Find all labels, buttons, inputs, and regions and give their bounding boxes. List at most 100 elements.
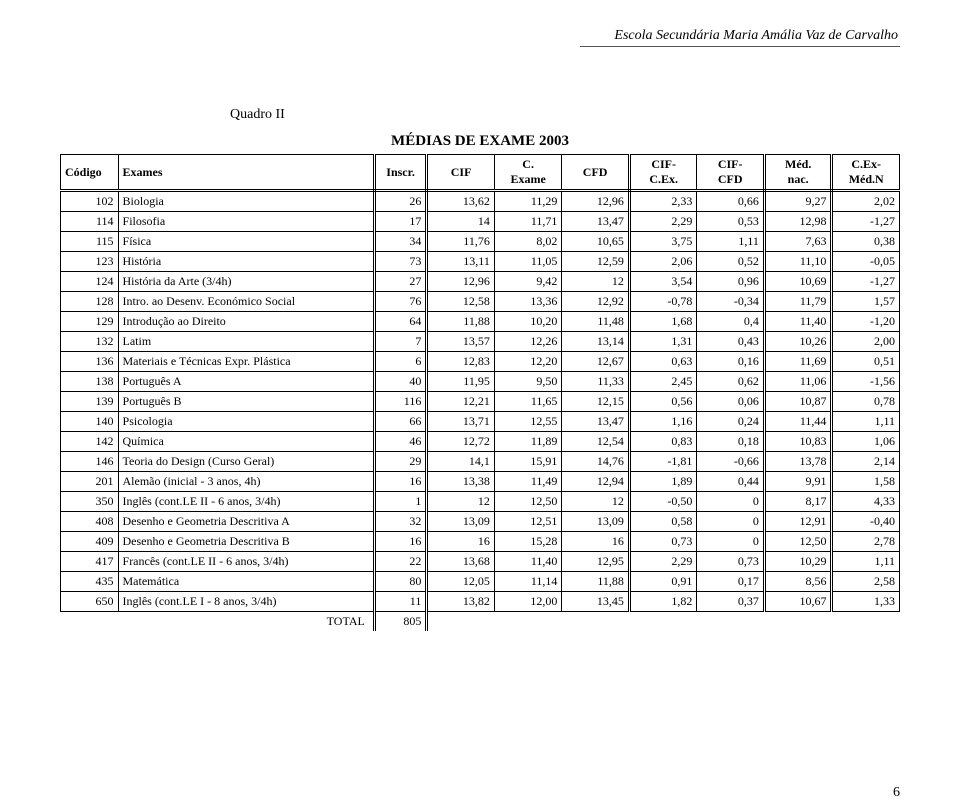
cell-cfd: 11,33 (562, 372, 630, 392)
cell-cif-cfd: 0,96 (697, 272, 765, 292)
cell-cif-cfd: 0,4 (697, 312, 765, 332)
cell-inscr: 16 (374, 532, 427, 552)
cell-cif-cfd: 0,06 (697, 392, 765, 412)
cell-codigo: 139 (61, 392, 119, 412)
cell-cexmedn: 1,58 (832, 472, 900, 492)
cell-codigo: 435 (61, 572, 119, 592)
cell-inscr: 1 (374, 492, 427, 512)
cell-exame: Português B (118, 392, 374, 412)
cell-mednac: 10,26 (764, 332, 832, 352)
cell-cif: 12,58 (427, 292, 495, 312)
cell-cexame: 11,29 (494, 191, 562, 212)
cell-cif-cex: 0,63 (629, 352, 697, 372)
table-row: 350Inglês (cont.LE II - 6 anos, 3/4h)112… (61, 492, 900, 512)
cell-cif: 12,83 (427, 352, 495, 372)
cell-mednac: 12,98 (764, 212, 832, 232)
table-row: 132Latim713,5712,2613,141,310,4310,262,0… (61, 332, 900, 352)
cell-mednac: 12,91 (764, 512, 832, 532)
cell-inscr: 66 (374, 412, 427, 432)
cell-cif: 12,05 (427, 572, 495, 592)
th-inscr: Inscr. (374, 155, 427, 191)
cell-cfd: 11,88 (562, 572, 630, 592)
cell-cif-cfd: 0,16 (697, 352, 765, 372)
cell-cif: 12,21 (427, 392, 495, 412)
cell-cif-cex: 0,58 (629, 512, 697, 532)
cell-codigo: 138 (61, 372, 119, 392)
cell-mednac: 9,91 (764, 472, 832, 492)
cell-cexame: 10,20 (494, 312, 562, 332)
cell-cfd: 12,54 (562, 432, 630, 452)
cell-cif-cex: 2,06 (629, 252, 697, 272)
cell-cexame: 8,02 (494, 232, 562, 252)
cell-cif-cex: 3,54 (629, 272, 697, 292)
cell-cif: 13,09 (427, 512, 495, 532)
cell-cexmedn: 0,51 (832, 352, 900, 372)
cell-cexmedn: 1,57 (832, 292, 900, 312)
cell-codigo: 650 (61, 592, 119, 612)
th-cfd: CFD (562, 155, 630, 191)
cell-exame: Inglês (cont.LE I - 8 anos, 3/4h) (118, 592, 374, 612)
cell-cif: 13,62 (427, 191, 495, 212)
cell-cif-cfd: 0,37 (697, 592, 765, 612)
cell-codigo: 136 (61, 352, 119, 372)
cell-cexmedn: 0,38 (832, 232, 900, 252)
cell-cif-cex: 1,31 (629, 332, 697, 352)
cell-mednac: 11,79 (764, 292, 832, 312)
table-row: 417Francês (cont.LE II - 6 anos, 3/4h)22… (61, 552, 900, 572)
cell-cexmedn: -1,20 (832, 312, 900, 332)
cell-mednac: 11,10 (764, 252, 832, 272)
table-row: 409Desenho e Geometria Descritiva B16161… (61, 532, 900, 552)
cell-cexmedn: -1,27 (832, 272, 900, 292)
cell-inscr: 16 (374, 472, 427, 492)
cell-inscr: 32 (374, 512, 427, 532)
cell-codigo: 417 (61, 552, 119, 572)
table-row: 102Biologia2613,6211,2912,962,330,669,27… (61, 191, 900, 212)
cell-cif-cfd: 0,18 (697, 432, 765, 452)
cell-codigo: 102 (61, 191, 119, 212)
total-label: TOTAL (118, 612, 374, 632)
school-underline (580, 46, 900, 47)
cell-cexmedn: 1,11 (832, 552, 900, 572)
cell-cif-cex: 0,83 (629, 432, 697, 452)
cell-cif-cfd: 1,11 (697, 232, 765, 252)
cell-cfd: 12,96 (562, 191, 630, 212)
cell-codigo: 409 (61, 532, 119, 552)
cell-cexame: 12,20 (494, 352, 562, 372)
exam-means-table: Código Exames Inscr. CIF C. Exame CFD CI… (60, 154, 900, 631)
cell-cexame: 13,36 (494, 292, 562, 312)
cell-codigo: 115 (61, 232, 119, 252)
cell-exame: Química (118, 432, 374, 452)
cell-cif: 13,71 (427, 412, 495, 432)
table-row: 139Português B11612,2111,6512,150,560,06… (61, 392, 900, 412)
table-row: 138Português A4011,959,5011,332,450,6211… (61, 372, 900, 392)
cell-cexame: 11,05 (494, 252, 562, 272)
cell-codigo: 128 (61, 292, 119, 312)
cell-cexame: 11,40 (494, 552, 562, 572)
cell-exame: Francês (cont.LE II - 6 anos, 3/4h) (118, 552, 374, 572)
cell-cfd: 13,09 (562, 512, 630, 532)
cell-exame: Desenho e Geometria Descritiva B (118, 532, 374, 552)
cell-cfd: 12 (562, 272, 630, 292)
cell-cif: 14,1 (427, 452, 495, 472)
cell-mednac: 8,56 (764, 572, 832, 592)
cell-mednac: 10,83 (764, 432, 832, 452)
cell-cif: 16 (427, 532, 495, 552)
cell-inscr: 29 (374, 452, 427, 472)
cell-inscr: 116 (374, 392, 427, 412)
cell-cif-cfd: 0,24 (697, 412, 765, 432)
cell-codigo: 201 (61, 472, 119, 492)
cell-cexmedn: 2,00 (832, 332, 900, 352)
table-row: 136Materiais e Técnicas Expr. Plástica61… (61, 352, 900, 372)
cell-cif: 13,68 (427, 552, 495, 572)
cell-mednac: 13,78 (764, 452, 832, 472)
table-row: 650Inglês (cont.LE I - 8 anos, 3/4h)1113… (61, 592, 900, 612)
cell-mednac: 11,44 (764, 412, 832, 432)
cell-mednac: 10,69 (764, 272, 832, 292)
cell-inscr: 73 (374, 252, 427, 272)
cell-mednac: 10,87 (764, 392, 832, 412)
cell-cexame: 12,50 (494, 492, 562, 512)
cell-exame: Matemática (118, 572, 374, 592)
cell-cexame: 11,49 (494, 472, 562, 492)
cell-exame: Português A (118, 372, 374, 392)
cell-cif-cex: 1,82 (629, 592, 697, 612)
